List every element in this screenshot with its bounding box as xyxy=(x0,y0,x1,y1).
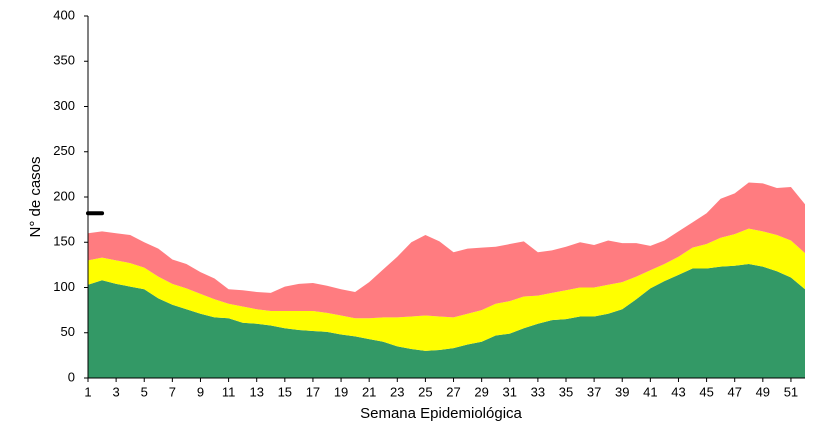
x-tick-label: 1 xyxy=(84,384,91,399)
area xyxy=(88,263,805,378)
x-tick-label: 27 xyxy=(446,384,460,399)
x-tick-label: 25 xyxy=(418,384,432,399)
x-tick-label: 11 xyxy=(222,384,236,399)
x-tick-label: 39 xyxy=(615,384,629,399)
y-tick-label: 50 xyxy=(61,324,75,339)
x-axis-title: Semana Epidemiológica xyxy=(360,405,522,422)
area xyxy=(88,182,805,319)
y-tick-label: 300 xyxy=(53,98,75,113)
x-tick-label: 45 xyxy=(699,384,713,399)
x-tick-label: 37 xyxy=(587,384,601,399)
y-tick-label: 200 xyxy=(53,188,75,203)
x-tick-label: 21 xyxy=(362,384,376,399)
x-tick-label: 43 xyxy=(671,384,685,399)
x-tick-label: 17 xyxy=(306,384,320,399)
x-tick-label: 15 xyxy=(278,384,292,399)
x-tick-label: 31 xyxy=(503,384,517,399)
x-tick-label: 29 xyxy=(474,384,488,399)
x-tick-label: 13 xyxy=(249,384,263,399)
x-tick-label: 33 xyxy=(531,384,545,399)
x-tick-label: 5 xyxy=(141,384,148,399)
y-tick-label: 0 xyxy=(68,369,75,384)
y-tick-label: 400 xyxy=(53,7,75,22)
y-tick-label: 100 xyxy=(53,279,75,294)
y-tick-label: 350 xyxy=(53,53,75,68)
x-tick-label: 51 xyxy=(784,384,798,399)
x-tick-label: 41 xyxy=(643,384,657,399)
y-tick-label: 250 xyxy=(53,143,75,158)
x-tick-label: 9 xyxy=(197,384,204,399)
x-tick-label: 35 xyxy=(559,384,573,399)
x-tick-label: 23 xyxy=(390,384,404,399)
area xyxy=(88,228,805,351)
x-tick-label: 19 xyxy=(334,384,348,399)
x-tick-label: 3 xyxy=(113,384,120,399)
x-tick-label: 7 xyxy=(169,384,176,399)
y-axis-title: N° de casos xyxy=(27,156,44,237)
x-tick-label: 49 xyxy=(756,384,770,399)
x-tick-label: 47 xyxy=(727,384,741,399)
y-tick-label: 150 xyxy=(53,234,75,249)
